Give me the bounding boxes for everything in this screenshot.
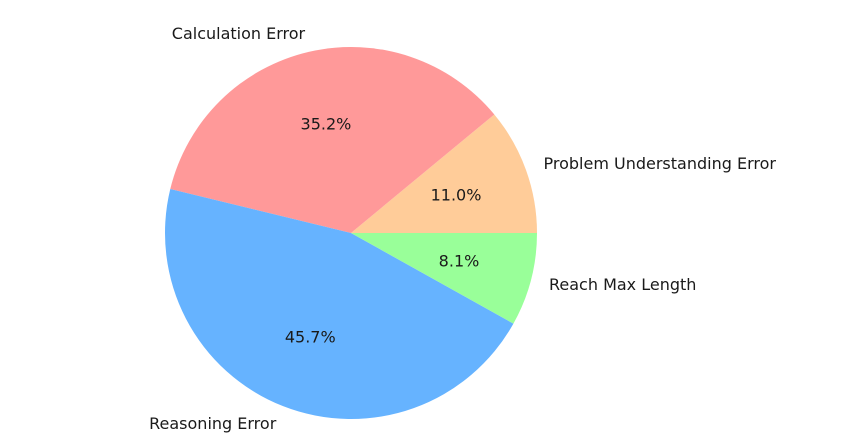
pie-slice-reach-max-length: [351, 233, 537, 324]
pct-label-reach-max-length: 8.1%: [439, 252, 480, 271]
pie-slice-reasoning-error: [165, 189, 514, 419]
pie-slice-problem-understanding-error: [351, 114, 537, 233]
slice-label-reach-max-length: Reach Max Length: [549, 275, 696, 294]
pct-label-calculation-error: 35.2%: [301, 115, 352, 134]
pct-label-reasoning-error: 45.7%: [285, 327, 336, 346]
slice-label-calculation-error: Calculation Error: [172, 24, 306, 43]
slice-label-reasoning-error: Reasoning Error: [149, 414, 277, 433]
pct-label-problem-understanding-error: 11.0%: [431, 186, 482, 205]
slice-label-problem-understanding-error: Problem Understanding Error: [544, 154, 777, 173]
pie-slice-calculation-error: [170, 47, 495, 234]
